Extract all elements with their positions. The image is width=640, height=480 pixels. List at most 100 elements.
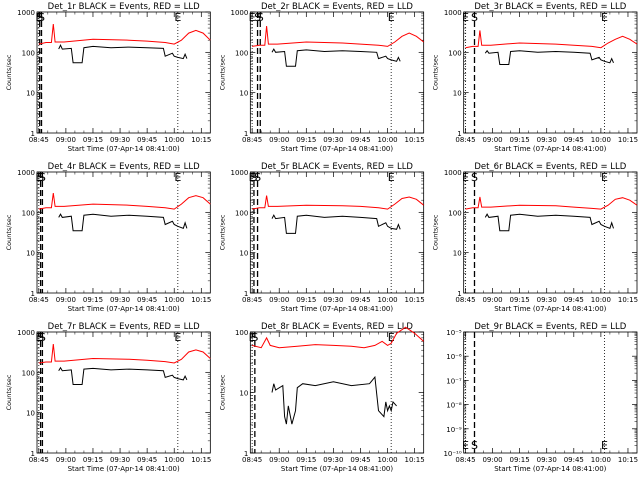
- panel-title: Det_4r BLACK = Events, RED = LLD: [48, 162, 200, 172]
- y-tick-label: 10: [453, 250, 462, 258]
- axis-box: [249, 11, 425, 134]
- x-axis-label: Start Time (07-Apr-14 08:41:00): [494, 145, 606, 153]
- x-tick-label: 09:00: [482, 296, 502, 304]
- panel-title: Det_5r BLACK = Events, RED = LLD: [261, 162, 413, 172]
- x-tick-label: 10:00: [591, 136, 611, 144]
- x-tick-label: 10:00: [164, 296, 184, 304]
- x-tick-label: 09:30: [323, 296, 343, 304]
- y-tick-label: 1: [457, 130, 461, 138]
- x-tick-label: 10:00: [164, 136, 184, 144]
- axis-box: [463, 171, 638, 294]
- lld-series-line: [38, 344, 211, 364]
- x-tick-label: 09:00: [56, 456, 76, 464]
- x-tick-label: 09:15: [296, 136, 316, 144]
- x-tick-label: 09:30: [323, 136, 343, 144]
- end-marker-label: E: [35, 11, 42, 24]
- x-tick-label: 09:15: [510, 456, 530, 464]
- start-marker-label: S: [254, 171, 261, 184]
- x-tick-label: 09:15: [83, 296, 103, 304]
- end-marker-label: E: [35, 331, 42, 344]
- x-tick-label: 09:00: [269, 296, 289, 304]
- x-tick-label: 09:15: [83, 136, 103, 144]
- x-tick-label: 10:15: [405, 456, 425, 464]
- lld-series-line: [251, 326, 425, 349]
- y-tick-label: 1: [244, 450, 248, 458]
- end-marker-label: E: [249, 171, 256, 184]
- events-series-line: [58, 213, 188, 232]
- x-axis-label: Start Time (07-Apr-14 08:41:00): [494, 465, 606, 473]
- end-marker-label: E: [35, 171, 42, 184]
- y-tick-label: 100: [22, 209, 35, 217]
- x-tick-label: 09:15: [296, 296, 316, 304]
- y-tick-label: 100: [235, 329, 248, 337]
- y-tick-label: 10⁻¹⁰: [443, 450, 461, 458]
- x-tick-label: 09:30: [323, 456, 343, 464]
- start-marker-label: S: [250, 171, 257, 184]
- events-series-line: [484, 213, 614, 232]
- end-marker-label: E: [601, 439, 608, 452]
- y-tick-label: 1000: [231, 9, 249, 17]
- y-tick-label: 10: [239, 390, 248, 398]
- y-tick-label: 1000: [17, 169, 35, 177]
- x-tick-label: 08:45: [242, 296, 262, 304]
- y-tick-label: 100: [235, 209, 248, 217]
- start-marker-label: S: [471, 439, 478, 452]
- axis-box: [36, 171, 211, 294]
- axis-box: [36, 11, 211, 134]
- lld-series-line: [252, 25, 425, 47]
- y-axis-label: Counts/sec: [432, 54, 440, 90]
- x-tick-label: 08:45: [242, 456, 262, 464]
- end-marker-label: E: [462, 439, 469, 452]
- y-tick-label: 10⁻⁸: [446, 402, 462, 410]
- y-axis-label: Counts/sec: [218, 374, 226, 410]
- detector-panel-6: Det_6r BLACK = Events, RED = LLD 1 10 100 10…: [432, 162, 638, 313]
- start-marker-label: S: [37, 331, 44, 344]
- end-marker-label: E: [462, 171, 469, 184]
- x-tick-label: 08:45: [29, 136, 49, 144]
- x-tick-label: 09:00: [482, 456, 502, 464]
- end-marker-label: E: [249, 11, 256, 24]
- x-axis-label: Start Time (07-Apr-14 08:41:00): [281, 305, 393, 313]
- axis-box: [463, 11, 638, 134]
- end-marker-label: E: [174, 331, 181, 344]
- x-tick-label: 10:00: [377, 456, 397, 464]
- x-tick-label: 09:45: [350, 136, 370, 144]
- events-series-line: [58, 44, 188, 64]
- end-marker-label: E: [388, 331, 395, 344]
- x-tick-label: 09:00: [269, 136, 289, 144]
- end-marker-label: E: [174, 171, 181, 184]
- y-tick-label: 10: [239, 90, 248, 98]
- x-tick-label: 09:30: [110, 456, 130, 464]
- start-marker-label: S: [254, 11, 261, 24]
- events-series-line: [271, 375, 397, 425]
- x-tick-label: 10:00: [164, 456, 184, 464]
- y-axis-label: Counts/sec: [5, 374, 13, 410]
- detector-panel-5: Det_5r BLACK = Events, RED = LLD 1 10 100 10…: [218, 162, 424, 313]
- x-tick-label: 09:30: [110, 136, 130, 144]
- x-tick-label: 09:45: [564, 456, 584, 464]
- panel-title: Det_9r BLACK = Events, RED = LLD: [474, 322, 626, 332]
- events-series-line: [484, 49, 614, 65]
- y-tick-label: 1: [31, 450, 35, 458]
- detector-panel-3: Det_3r BLACK = Events, RED = LLD 1 10 100 10…: [432, 2, 638, 153]
- start-marker-label: S: [471, 11, 478, 24]
- y-tick-label: 10⁻⁵: [446, 329, 462, 337]
- panel-title: Det_3r BLACK = Events, RED = LLD: [474, 2, 626, 12]
- y-tick-label: 1000: [17, 9, 35, 17]
- x-tick-label: 10:15: [618, 136, 638, 144]
- x-tick-label: 10:15: [618, 456, 638, 464]
- lld-series-line: [252, 195, 425, 210]
- detector-panel-7: Det_7r BLACK = Events, RED = LLD 1 10 100 10…: [5, 322, 211, 473]
- end-marker-label: E: [601, 171, 608, 184]
- end-marker-label: E: [388, 171, 395, 184]
- y-tick-label: 1: [31, 290, 35, 298]
- y-axis-label: Counts/sec: [5, 214, 13, 250]
- y-tick-label: 1000: [444, 169, 462, 177]
- x-tick-label: 10:15: [191, 296, 211, 304]
- x-tick-label: 10:15: [405, 136, 425, 144]
- x-tick-label: 10:00: [591, 456, 611, 464]
- start-marker-label: S: [251, 331, 258, 344]
- start-marker-label: S: [36, 11, 43, 24]
- y-tick-label: 100: [448, 209, 461, 217]
- end-marker-label: E: [174, 11, 181, 24]
